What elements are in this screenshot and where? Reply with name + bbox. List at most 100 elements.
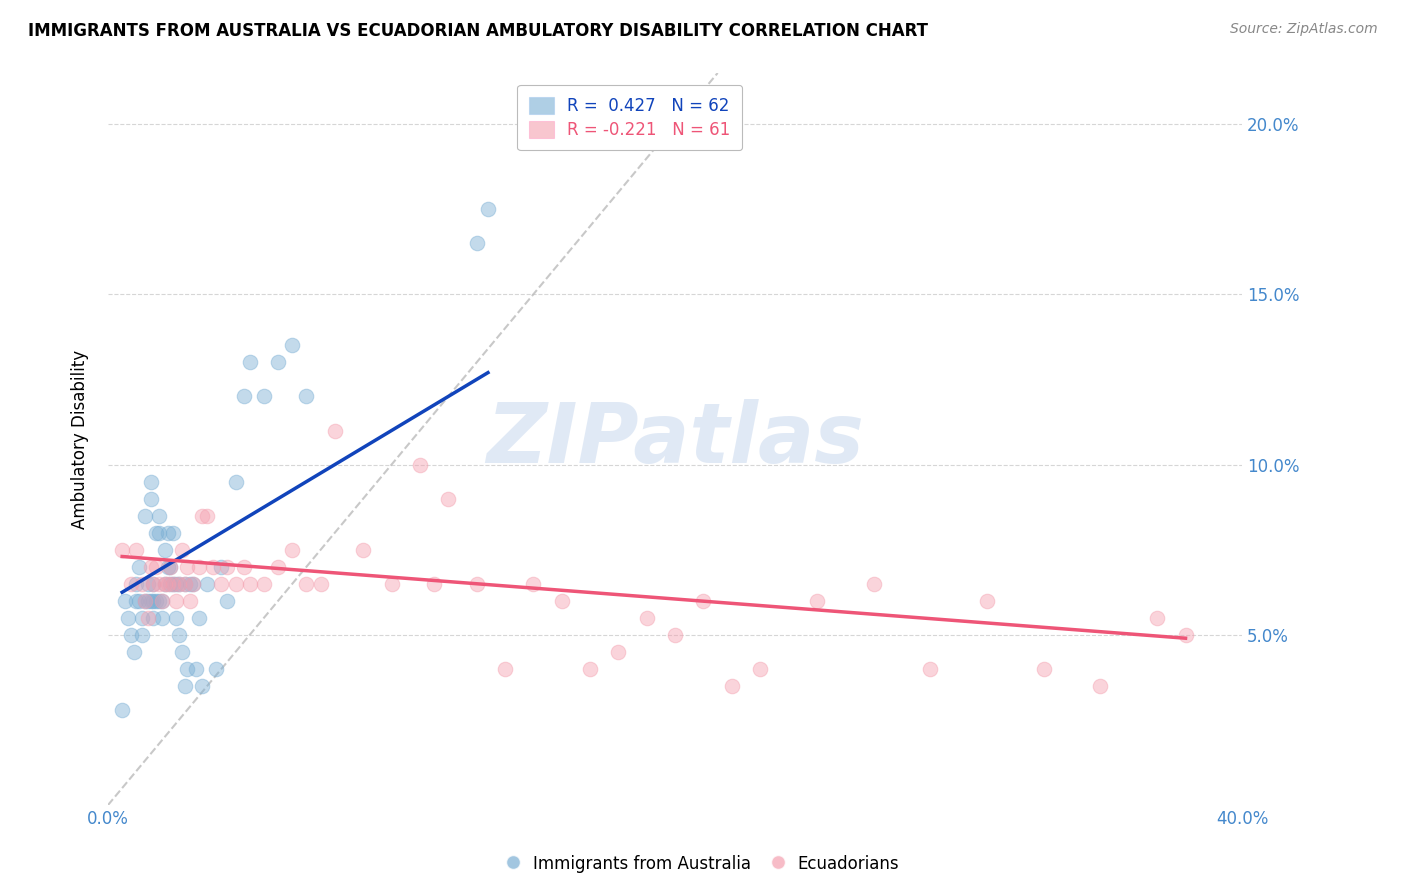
Point <box>142 611 165 625</box>
Point <box>134 594 156 608</box>
Point <box>976 594 998 608</box>
Point <box>636 611 658 625</box>
Point <box>111 703 134 717</box>
Point <box>579 662 602 676</box>
Point <box>136 611 159 625</box>
Point <box>190 508 212 523</box>
Point <box>139 491 162 506</box>
Point <box>142 576 165 591</box>
Point <box>131 628 153 642</box>
Point <box>120 628 142 642</box>
Point <box>607 645 630 659</box>
Point <box>181 576 204 591</box>
Point <box>150 594 173 608</box>
Point <box>131 611 153 625</box>
Point <box>281 542 304 557</box>
Point <box>1174 628 1197 642</box>
Point <box>749 662 772 676</box>
Point <box>125 576 148 591</box>
Point <box>150 611 173 625</box>
Point <box>125 542 148 557</box>
Point <box>153 576 176 591</box>
Point <box>225 576 247 591</box>
Point <box>201 559 224 574</box>
Point <box>148 576 170 591</box>
Point <box>139 559 162 574</box>
Point <box>156 559 179 574</box>
Point <box>145 559 167 574</box>
Point <box>494 662 516 676</box>
Point <box>380 576 402 591</box>
Y-axis label: Ambulatory Disability: Ambulatory Disability <box>72 350 89 529</box>
Point <box>179 594 201 608</box>
Point <box>167 576 190 591</box>
Point <box>323 424 346 438</box>
Point <box>136 594 159 608</box>
Point <box>170 542 193 557</box>
Point <box>145 525 167 540</box>
Point <box>139 594 162 608</box>
Point <box>1090 679 1112 693</box>
Point <box>165 576 187 591</box>
Point <box>217 559 239 574</box>
Point <box>184 662 207 676</box>
Point <box>209 559 232 574</box>
Point <box>114 594 136 608</box>
Point <box>159 576 181 591</box>
Point <box>233 559 256 574</box>
Point <box>159 559 181 574</box>
Point <box>181 576 204 591</box>
Point <box>162 576 184 591</box>
Point <box>195 508 218 523</box>
Point <box>465 236 488 251</box>
Point <box>165 611 187 625</box>
Point <box>148 594 170 608</box>
Text: Source: ZipAtlas.com: Source: ZipAtlas.com <box>1230 22 1378 37</box>
Point <box>136 576 159 591</box>
Point <box>295 576 318 591</box>
Point <box>550 594 572 608</box>
Point <box>721 679 744 693</box>
Point <box>176 662 198 676</box>
Point <box>117 611 139 625</box>
Point <box>281 338 304 352</box>
Point <box>153 542 176 557</box>
Point <box>131 576 153 591</box>
Point <box>233 389 256 403</box>
Point <box>170 645 193 659</box>
Point <box>167 628 190 642</box>
Point <box>522 576 544 591</box>
Point <box>142 594 165 608</box>
Point <box>156 576 179 591</box>
Point <box>145 594 167 608</box>
Point <box>142 576 165 591</box>
Point <box>309 576 332 591</box>
Point <box>165 594 187 608</box>
Point <box>225 475 247 489</box>
Point <box>153 576 176 591</box>
Point <box>128 594 150 608</box>
Point <box>267 559 290 574</box>
Point <box>352 542 374 557</box>
Legend: R =  0.427   N = 62, R = -0.221   N = 61: R = 0.427 N = 62, R = -0.221 N = 61 <box>517 85 742 151</box>
Point <box>150 594 173 608</box>
Point <box>111 542 134 557</box>
Point <box>920 662 942 676</box>
Point <box>1032 662 1054 676</box>
Point <box>267 355 290 369</box>
Point <box>125 594 148 608</box>
Point <box>173 576 195 591</box>
Point <box>423 576 446 591</box>
Point <box>862 576 884 591</box>
Point <box>120 576 142 591</box>
Point <box>253 576 276 591</box>
Point <box>253 389 276 403</box>
Point <box>437 491 460 506</box>
Point <box>465 576 488 591</box>
Point <box>217 594 239 608</box>
Point <box>204 662 226 676</box>
Point <box>209 576 232 591</box>
Point <box>664 628 686 642</box>
Point <box>162 525 184 540</box>
Point <box>148 525 170 540</box>
